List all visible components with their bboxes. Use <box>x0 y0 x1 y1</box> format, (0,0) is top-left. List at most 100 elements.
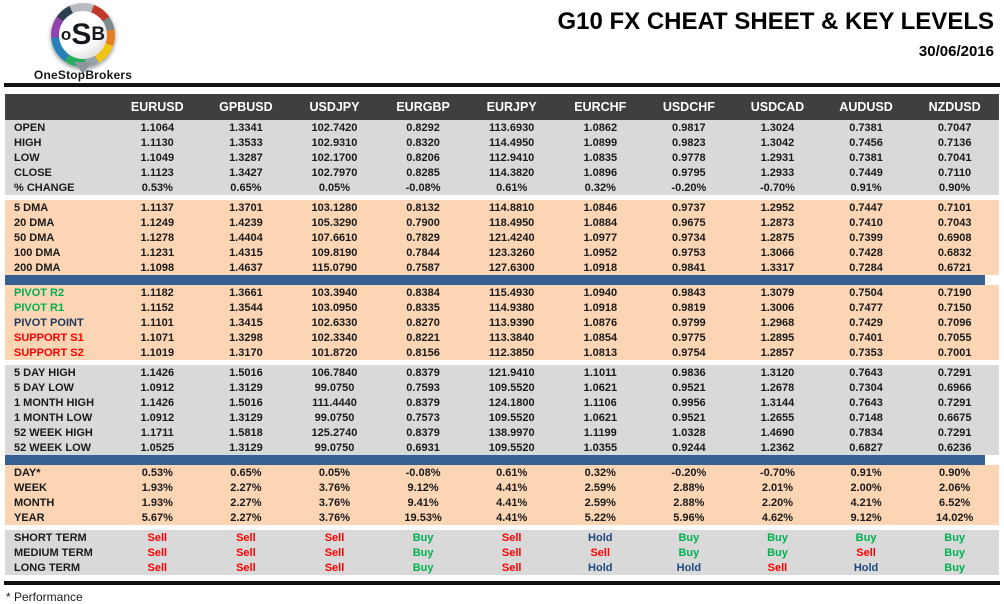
value-cell-gpbusd: 1.3129 <box>229 411 263 424</box>
value-cell-usdchf: 0.9521 <box>672 411 706 424</box>
value-cell-audusd: 0.7477 <box>849 301 883 314</box>
value-cell-usdjpy: 103.3940 <box>311 286 358 299</box>
row-label: 200 DMA <box>14 261 61 274</box>
fx-table: EURUSD GPBUSD USDJPY EURGBP EURJPY EURCHF USDC… <box>5 94 999 575</box>
value-cell-eurusd: 1.1426 <box>140 366 175 379</box>
table-row: MEDIUM TERM Sell Sell Sell Buy Sell Sell Buy Buy… <box>5 545 999 560</box>
value-cell-usdcad: 1.4690 <box>760 426 795 439</box>
row-label: DAY* <box>14 466 41 479</box>
row-label: MONTH <box>14 496 55 509</box>
value-cell-audusd: 0.7304 <box>849 381 883 394</box>
value-cell-eurjpy: 113.6930 <box>489 121 535 134</box>
value-cell-audusd: 0.7353 <box>849 346 883 359</box>
value-cell-usdjpy: 99.0750 <box>314 441 355 454</box>
table-row: HIGH 1.1130 1.3533 102.9310 0.8320 114.4950 1.… <box>5 135 999 150</box>
value-cell-eurgbp: 0.8292 <box>406 121 440 134</box>
value-cell-usdcad: 1.3317 <box>760 261 795 274</box>
logo-pin-tip-icon <box>74 62 92 74</box>
block-ohlc: OPEN 1.1064 1.3341 102.7420 0.8292 113.6930 1.… <box>5 120 999 195</box>
table-row: 100 DMA 1.1231 1.4315 109.8190 0.7844 123.326… <box>5 245 999 260</box>
value-cell-eurgbp: 0.7573 <box>406 411 440 424</box>
value-cell-nzdusd: 0.90% <box>939 466 971 479</box>
value-cell-eurjpy: 124.1800 <box>488 396 535 409</box>
value-cell-eurjpy: 109.5520 <box>488 411 535 424</box>
table-row: 5 DMA 1.1137 1.3701 103.1280 0.8132 114.8810 1… <box>5 200 999 215</box>
value-cell-eurgbp: Buy <box>412 531 434 544</box>
value-cell-eurgbp: 0.8221 <box>406 331 440 344</box>
value-cell-usdjpy: 3.76% <box>318 496 351 509</box>
value-cell-eurchf: 2.59% <box>584 496 616 509</box>
value-cell-eurjpy: 113.3840 <box>489 331 535 344</box>
logo-letter-o: o <box>60 25 72 44</box>
value-cell-nzdusd: Buy <box>944 561 966 574</box>
value-cell-eurchf: 1.0835 <box>583 151 618 164</box>
report-date: 30/06/2016 <box>918 43 994 60</box>
row-label: 20 DMA <box>14 216 55 229</box>
value-cell-gpbusd: 1.3341 <box>229 121 263 134</box>
value-cell-eurgbp: 0.7844 <box>406 246 440 259</box>
value-cell-nzdusd: Buy <box>944 546 966 559</box>
value-cell-eurgbp: 0.6931 <box>406 441 440 454</box>
value-cell-eurgbp: 0.8206 <box>406 151 440 164</box>
value-cell-nzdusd: 0.7001 <box>937 346 972 359</box>
block-performance: DAY* 0.53% 0.65% 0.05% -0.08% 0.61% 0.32% -0.20… <box>5 465 999 525</box>
value-cell-usdchf: -0.20% <box>671 466 707 479</box>
block-signals: SHORT TERM Sell Sell Sell Buy Sell Hold Buy Buy B… <box>5 530 999 575</box>
table-row: LOW 1.1049 1.3287 102.1700 0.8206 112.9410 1.0… <box>5 150 999 165</box>
value-cell-eurjpy: Sell <box>501 561 522 574</box>
value-cell-eurjpy: 138.9970 <box>488 426 535 439</box>
value-cell-nzdusd: 0.6966 <box>937 381 972 394</box>
value-cell-usdchf: Buy <box>678 546 700 559</box>
value-cell-usdjpy: 111.4440 <box>312 396 357 409</box>
table-row: 52 WEEK LOW 1.0525 1.3129 99.0750 0.6931 109.… <box>5 440 999 455</box>
value-cell-usdcad: 1.2968 <box>760 316 795 329</box>
value-cell-eurusd: 1.1123 <box>140 166 174 179</box>
value-cell-eurjpy: 4.41% <box>496 511 528 524</box>
value-cell-nzdusd: Buy <box>944 531 966 544</box>
value-cell-eurchf: 0.32% <box>584 181 616 194</box>
row-label: 1 MONTH LOW <box>14 411 93 424</box>
column-header-nzdusd: NZDUSD <box>928 100 981 114</box>
value-cell-nzdusd: 0.6675 <box>937 411 972 424</box>
table-row: PIVOT R2 1.1182 1.3661 103.3940 0.8384 115.49… <box>5 285 999 300</box>
value-cell-gpbusd: 1.5016 <box>229 366 263 379</box>
column-header-eurgbp: EURGBP <box>396 100 450 114</box>
value-cell-gpbusd: 1.3129 <box>229 381 263 394</box>
block-gap <box>5 525 999 530</box>
value-cell-audusd: 0.7449 <box>849 166 883 179</box>
value-cell-usdjpy: 99.0750 <box>314 411 355 424</box>
value-cell-eurchf: 1.0918 <box>583 301 618 314</box>
value-cell-eurjpy: 0.61% <box>496 466 528 479</box>
value-cell-gpbusd: Sell <box>236 531 256 544</box>
performance-footnote: * Performance <box>6 590 83 604</box>
row-label: CLOSE <box>14 166 52 179</box>
value-cell-usdchf: 0.9778 <box>672 151 706 164</box>
value-cell-gpbusd: 1.3701 <box>229 201 263 214</box>
value-cell-usdjpy: 102.6330 <box>311 316 358 329</box>
value-cell-audusd: 0.7401 <box>849 331 883 344</box>
value-cell-usdcad: 1.3042 <box>760 136 795 149</box>
value-cell-usdchf: 0.9244 <box>672 441 706 454</box>
value-cell-audusd: 0.91% <box>850 181 882 194</box>
value-cell-usdcad: 1.2895 <box>760 331 795 344</box>
value-cell-eurgbp: 0.8384 <box>406 286 440 299</box>
value-cell-usdcad: 1.2952 <box>760 201 795 214</box>
value-cell-gpbusd: 1.3170 <box>229 346 263 359</box>
value-cell-eurusd: 5.67% <box>141 511 173 524</box>
value-cell-gpbusd: 1.3298 <box>229 331 263 344</box>
value-cell-eurchf: 1.0355 <box>583 441 618 454</box>
value-cell-eurgbp: 0.8335 <box>406 301 440 314</box>
table-row: 50 DMA 1.1278 1.4404 107.6610 0.7829 121.4240… <box>5 230 999 245</box>
value-cell-eurusd: 1.1071 <box>140 331 175 344</box>
table-row: CLOSE 1.1123 1.3427 102.7970 0.8285 114.3820 1… <box>5 165 999 180</box>
row-label: SHORT TERM <box>14 531 87 544</box>
block-gap <box>5 360 999 365</box>
value-cell-nzdusd: 0.7101 <box>937 201 972 214</box>
value-cell-eurjpy: 114.4950 <box>489 136 535 149</box>
value-cell-eurchf: Hold <box>588 531 613 544</box>
value-cell-eurjpy: 121.9410 <box>488 366 535 379</box>
